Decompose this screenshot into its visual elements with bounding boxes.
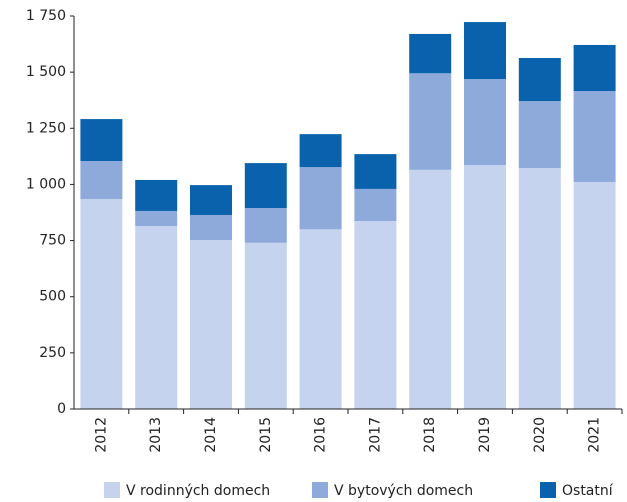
bar-segment	[409, 73, 452, 170]
bar-segment	[244, 208, 287, 243]
bar-segment	[409, 33, 452, 74]
y-tick-label: 1 000	[26, 176, 66, 192]
x-tick-label: 2019	[477, 417, 493, 453]
bar-segment	[190, 185, 232, 215]
bar-segment	[518, 168, 561, 409]
x-tick-label: 2014	[203, 417, 219, 453]
x-tick-label: 2018	[422, 417, 438, 453]
bar-segment	[573, 91, 616, 182]
bar-segment	[80, 119, 123, 162]
bar-segment	[190, 214, 232, 241]
bar-segment	[190, 240, 232, 409]
x-tick-label: 2015	[258, 417, 274, 453]
bar-segment	[354, 154, 397, 189]
x-tick-label: 2021	[587, 417, 603, 453]
bar-segment	[464, 79, 506, 166]
bar-segment	[80, 199, 123, 409]
bar-segment	[135, 210, 178, 226]
legend-label: V rodinných domech	[126, 483, 270, 499]
bar-segment	[518, 101, 561, 169]
y-tick-label: 500	[39, 289, 66, 305]
bar-segment	[244, 242, 287, 409]
x-tick-label: 2012	[93, 417, 109, 453]
bar-segment	[573, 44, 616, 92]
bar-segment	[354, 188, 397, 222]
x-tick-label: 2017	[367, 417, 383, 453]
legend-label: Ostatní	[562, 483, 614, 499]
bar-segment	[80, 161, 123, 200]
bar-segment	[354, 221, 397, 409]
bar-segment	[299, 134, 342, 168]
bar-segment	[464, 165, 506, 409]
y-tick-label: 1 750	[26, 8, 66, 24]
x-tick-label: 2020	[532, 417, 548, 453]
bar-segment	[409, 169, 452, 409]
legend-swatch	[312, 482, 328, 498]
y-tick-label: 750	[39, 233, 66, 249]
y-tick-label: 250	[39, 345, 66, 361]
y-tick-label: 1 250	[26, 120, 66, 136]
bar-segment	[518, 57, 561, 102]
bar-segment	[135, 179, 178, 211]
bar-segment	[573, 181, 616, 409]
y-tick-label: 0	[57, 401, 66, 417]
bar-segment	[464, 22, 506, 80]
y-tick-label: 1 500	[26, 64, 66, 80]
legend-swatch	[540, 482, 556, 498]
bar-segment	[299, 167, 342, 230]
x-tick-label: 2013	[148, 417, 164, 453]
legend-label: V bytových domech	[334, 483, 473, 499]
bar-segment	[244, 163, 287, 209]
legend-swatch	[104, 482, 120, 498]
bar-segment	[299, 229, 342, 409]
x-tick-label: 2016	[313, 417, 329, 453]
bar-segment	[135, 225, 178, 409]
